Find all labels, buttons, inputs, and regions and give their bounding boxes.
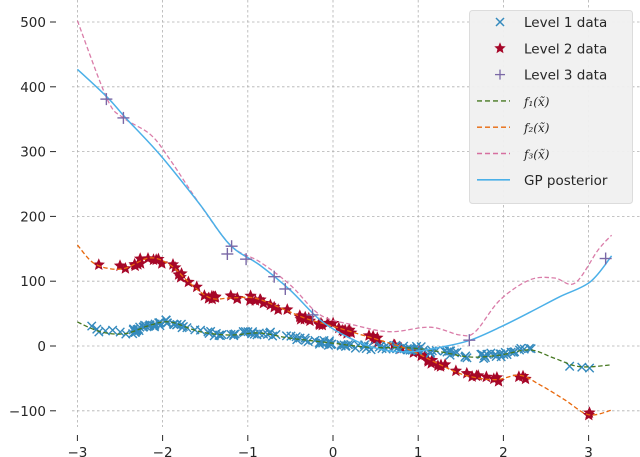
star-marker [293, 310, 307, 323]
f3-x--line [76, 20, 613, 337]
star-marker [272, 303, 285, 315]
legend-label: Level 3 data [524, 68, 607, 84]
star-marker [257, 296, 270, 309]
x-tick-label: −2 [153, 445, 173, 457]
gp-posterior-line [76, 68, 613, 353]
star-marker [172, 268, 185, 280]
star-marker [264, 298, 277, 311]
x-tick-label: 1 [414, 445, 423, 457]
legend-item: f₁(x̃) [477, 95, 550, 109]
legend: Level 1 data Level 2 data Level 3 data f₁(x… [469, 10, 633, 204]
x-tick-label: −1 [238, 445, 258, 457]
star-marker [449, 364, 463, 377]
plot-lines [76, 20, 613, 416]
x-tick-label: 0 [329, 445, 338, 457]
x-tick-label: 2 [499, 445, 508, 457]
legend-label: f₂(x̃) [523, 121, 550, 135]
legend-label: Level 1 data [524, 15, 607, 31]
star-marker [371, 331, 384, 344]
star-marker [434, 360, 447, 372]
star-marker [92, 258, 105, 270]
star-marker [131, 258, 145, 270]
legend-item: Level 1 data [495, 15, 607, 31]
legend-item: GP posterior [477, 173, 608, 189]
legend-item: Level 3 data [495, 68, 607, 84]
legend-item: f₃(x̃) [477, 148, 550, 162]
legend-item: Level 2 data [494, 41, 607, 57]
legend-box [469, 10, 633, 204]
y-tick-label: 0 [37, 339, 46, 355]
legend-label: GP posterior [524, 173, 608, 189]
y-tick-label: 200 [20, 209, 46, 225]
x-tick-label: 3 [584, 445, 593, 457]
star-marker [480, 370, 493, 383]
star-marker [425, 356, 438, 369]
star-marker [141, 252, 155, 264]
data-markers [87, 252, 596, 421]
y-tick-label: 100 [20, 274, 46, 290]
y-axis: −100 0 100 200 300 400 500 [9, 15, 56, 420]
x-axis: −3 −2 −1 0 1 2 3 [67, 435, 593, 457]
y-tick-label: 500 [20, 15, 46, 31]
f2-x--line [76, 244, 612, 416]
star-marker [460, 366, 473, 379]
level-2-data-markers [92, 252, 596, 421]
level-3-data-markers [100, 93, 612, 347]
legend-item: f₂(x̃) [477, 121, 550, 135]
legend-label: Level 2 data [524, 41, 607, 57]
star-marker [249, 294, 262, 306]
star-marker [166, 258, 180, 270]
star-marker [190, 280, 203, 293]
star-marker [244, 289, 257, 302]
star-marker [512, 370, 525, 383]
y-tick-label: −100 [9, 404, 46, 420]
star-marker [313, 318, 326, 331]
legend-label: f₃(x̃) [523, 148, 550, 162]
y-tick-label: 300 [20, 145, 46, 161]
legend-label: f₁(x̃) [523, 95, 550, 109]
y-tick-label: 400 [20, 80, 46, 96]
x-tick-label: −3 [67, 445, 87, 457]
